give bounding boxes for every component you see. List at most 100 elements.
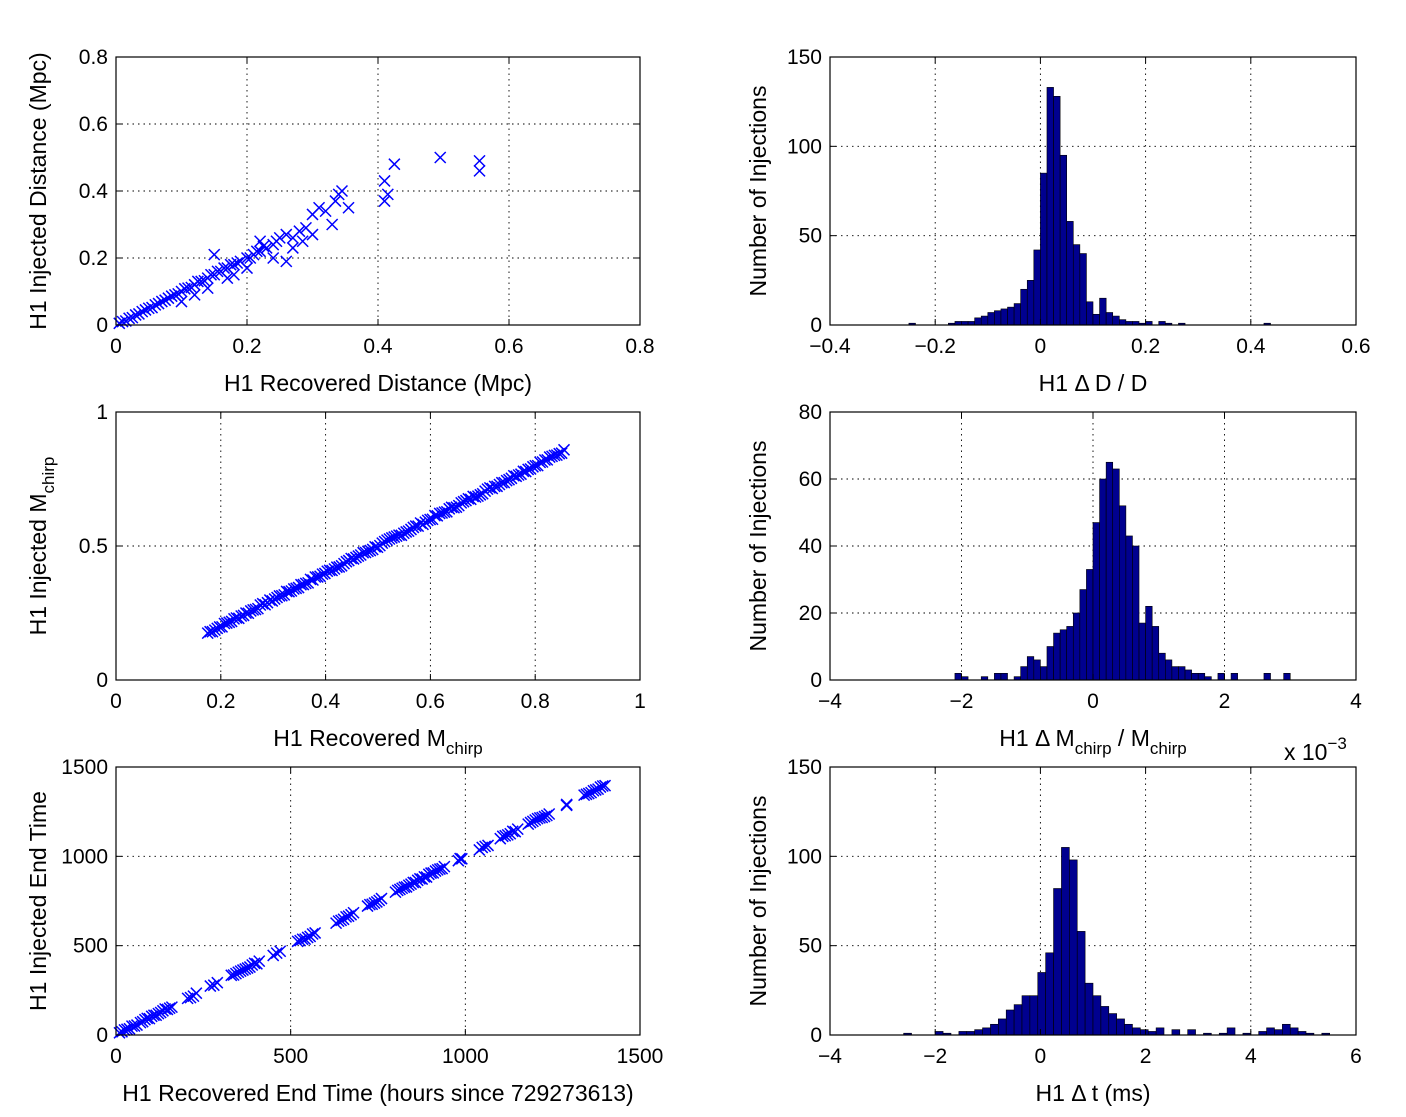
histogram-bar: [1037, 972, 1046, 1036]
x-tick-label: 4: [1245, 1045, 1257, 1068]
data-point: [396, 882, 409, 895]
endtime-hist-panel: −4 −2 0 2 4 6 0 50 100 150 H1 Δ t (ms) Number of In…: [745, 756, 1362, 1106]
histogram-bar: [1116, 1018, 1125, 1036]
data-point: [438, 860, 451, 873]
histogram-bar: [1119, 319, 1127, 326]
data-point: [256, 597, 269, 610]
histogram-bar: [1084, 982, 1094, 1036]
data-point: [345, 552, 358, 565]
data-point: [147, 1009, 160, 1022]
distance-hist-axes: [829, 56, 1357, 326]
y-axis-label: Number of Injections: [745, 86, 771, 297]
x-tick-label: 2: [1219, 690, 1231, 713]
histogram-bar: [1076, 931, 1086, 1036]
x-tick-label: 6: [1350, 1045, 1362, 1068]
x-tick-label: 0.8: [521, 690, 550, 713]
endtime-scatter-marks: [113, 779, 612, 1039]
histogram-bar: [1263, 672, 1271, 681]
data-point: [436, 506, 449, 520]
data-point: [329, 195, 342, 208]
data-point: [378, 195, 391, 208]
data-point: [347, 906, 360, 919]
y-tick-label: 50: [799, 225, 822, 248]
data-point: [531, 812, 544, 825]
histogram-bar: [980, 315, 989, 326]
data-point: [390, 530, 403, 543]
histogram-bar: [1132, 1027, 1141, 1036]
data-point: [201, 282, 214, 295]
histogram-bar: [1171, 1029, 1181, 1036]
histogram-bar: [1099, 478, 1107, 681]
histogram-bar: [1021, 995, 1031, 1036]
histogram-bar: [1099, 297, 1107, 326]
data-point: [321, 565, 334, 578]
data-point: [218, 617, 231, 630]
histogram-bar: [1061, 847, 1070, 1036]
data-point: [335, 914, 348, 927]
x-tick-label: −4: [818, 1045, 842, 1068]
y-tick-label: 500: [73, 935, 108, 958]
data-point: [293, 225, 306, 238]
data-point: [454, 852, 467, 865]
data-point: [128, 1019, 141, 1033]
histogram-bar: [1053, 632, 1061, 681]
data-point: [369, 540, 382, 553]
data-point: [511, 823, 524, 836]
y-tick-label: 20: [799, 602, 822, 625]
x-tick-label: 0: [1035, 335, 1047, 358]
y-tick-label: 0.8: [79, 46, 108, 69]
histogram-bar: [1132, 545, 1140, 681]
y-tick-label: 60: [799, 468, 822, 491]
data-point: [274, 945, 287, 958]
data-point: [221, 272, 234, 285]
data-point: [290, 582, 303, 595]
data-point: [560, 799, 573, 812]
x-tick-label: 0.4: [363, 335, 393, 358]
endtime-hist-axes: [829, 766, 1357, 1036]
y-axis-label: H1 Injected Distance (Mpc): [25, 52, 51, 329]
data-point: [267, 949, 280, 962]
x-tick-label: −4: [818, 690, 842, 713]
data-point: [240, 251, 254, 265]
histogram-bar: [1125, 535, 1133, 681]
data-point: [473, 164, 486, 177]
data-point: [286, 241, 299, 254]
histogram-bar: [954, 672, 962, 681]
histogram-bar: [1053, 888, 1062, 1036]
histogram-bar: [1079, 589, 1087, 681]
histogram-bar: [987, 312, 995, 326]
histogram-bar: [1197, 672, 1206, 681]
x-tick-label: 0: [1087, 690, 1099, 713]
x-tick-label: 0.4: [1236, 335, 1266, 358]
x-axis-label: H1 Δ t (ms): [1035, 1080, 1150, 1106]
data-point: [414, 516, 427, 530]
data-point: [546, 450, 559, 463]
data-point: [162, 292, 175, 305]
data-point: [342, 201, 355, 214]
histogram-bar: [1040, 666, 1048, 681]
data-point: [557, 443, 571, 456]
data-point: [204, 980, 217, 993]
histogram-bar: [1072, 244, 1081, 326]
data-point: [218, 262, 231, 275]
histogram-bar: [1112, 468, 1120, 681]
data-point: [301, 931, 314, 944]
histogram-bar: [1266, 1027, 1275, 1036]
x-axis-label: H1 Recovered Mchirp: [273, 725, 482, 758]
data-point: [296, 235, 309, 248]
data-point: [596, 779, 609, 793]
data-point: [188, 288, 201, 301]
data-point: [204, 268, 218, 281]
y-tick-label: 80: [799, 401, 822, 424]
histogram-bar: [1187, 1029, 1196, 1036]
histogram-bar: [1289, 1027, 1299, 1036]
histogram-bar: [1072, 612, 1081, 681]
histogram-bar: [1140, 1029, 1149, 1036]
y-tick-label: 0.4: [79, 180, 109, 203]
x-tick-label: 500: [273, 1045, 308, 1068]
data-point: [306, 228, 319, 241]
y-tick-label: 1000: [61, 845, 108, 868]
data-point: [381, 188, 394, 201]
histogram-bar: [994, 672, 1002, 681]
